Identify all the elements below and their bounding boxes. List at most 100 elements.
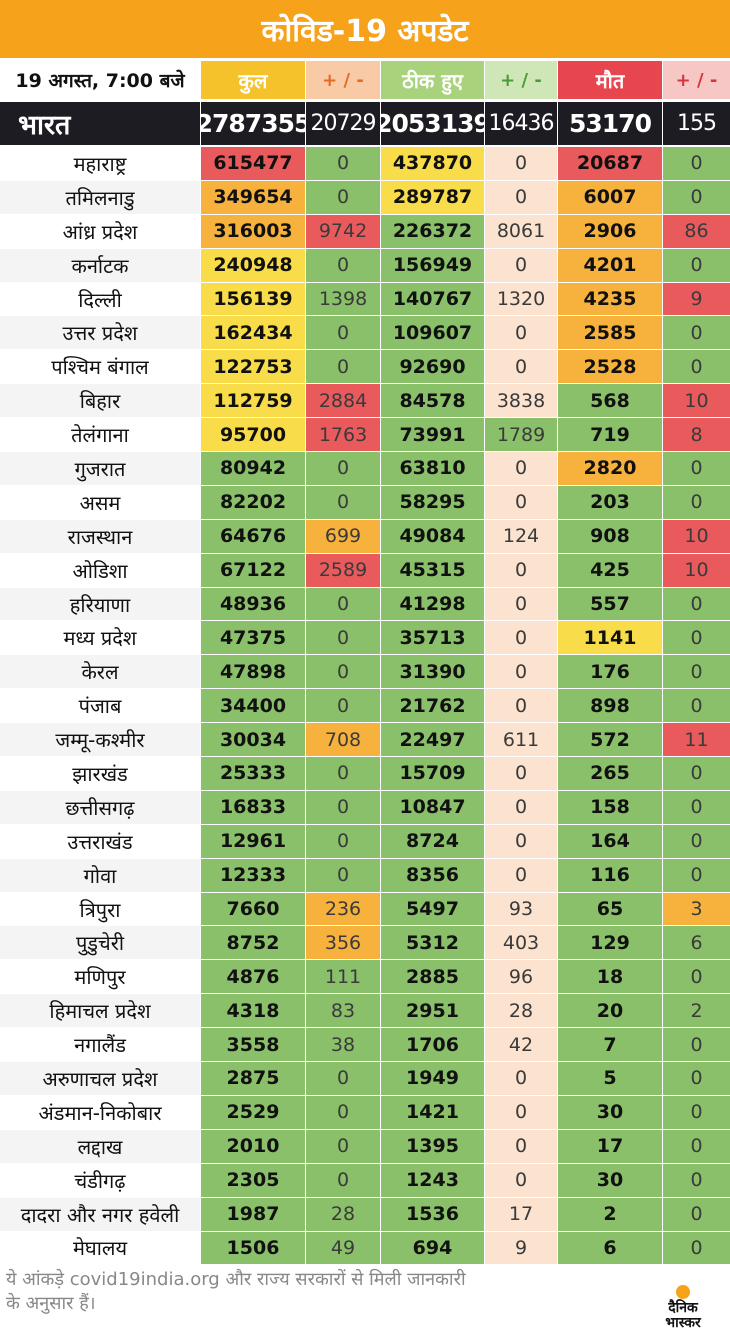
table-row: दिल्ली 156139 1398 140767 1320 4235 9 — [0, 282, 730, 317]
recovered-cases: 31390 — [381, 655, 484, 689]
total-change: 0 — [306, 1095, 380, 1129]
deaths-change: 0 — [663, 350, 730, 384]
total-cases: 349654 — [201, 180, 305, 214]
recovered-change: 0 — [485, 587, 557, 621]
total-change: 0 — [306, 1163, 380, 1197]
recovered-cases: 8724 — [381, 824, 484, 858]
recovered-cases: 49084 — [381, 519, 484, 553]
total-cases: 82202 — [201, 485, 305, 519]
state-name: नगालैंड — [0, 1028, 200, 1062]
deaths: 5 — [558, 1062, 662, 1095]
deaths-change: 0 — [663, 1062, 730, 1095]
table-header-row: 19 अगस्त, 7:00 बजे कुल + / - ठीक हुए + /… — [0, 58, 730, 100]
state-name: जम्मू-कश्मीर — [0, 723, 200, 757]
total-cases: 48936 — [201, 587, 305, 621]
deaths-change: 86 — [663, 214, 730, 248]
table-row: दादरा और नगर हवेली 1987 28 1536 17 2 0 — [0, 1197, 730, 1232]
recovered-cases: 5312 — [381, 926, 484, 960]
total-cases: 34400 — [201, 689, 305, 723]
state-name: दिल्ली — [0, 282, 200, 316]
india-recovered: 2053139 — [381, 102, 484, 145]
recovered-change: 8061 — [485, 214, 557, 248]
state-name: गुजरात — [0, 452, 200, 485]
total-change: 83 — [306, 994, 380, 1028]
recovered-change: 0 — [485, 757, 557, 790]
total-change: 0 — [306, 248, 380, 282]
total-cases: 7660 — [201, 892, 305, 926]
deaths: 425 — [558, 553, 662, 587]
total-change: 28 — [306, 1197, 380, 1231]
total-cases: 2010 — [201, 1129, 305, 1163]
total-cases: 2875 — [201, 1062, 305, 1095]
source-footnote: ये आंकड़े covid19india.org और राज्य सरका… — [6, 1269, 466, 1314]
state-name: असम — [0, 485, 200, 519]
page-title: कोविड-19 अपडेट — [0, 0, 730, 58]
deaths: 30 — [558, 1163, 662, 1197]
deaths: 2585 — [558, 316, 662, 350]
recovered-cases: 1706 — [381, 1028, 484, 1062]
recovered-change: 0 — [485, 1163, 557, 1197]
recovered-cases: 156949 — [381, 248, 484, 282]
recovered-cases: 437870 — [381, 147, 484, 180]
total-change: 49 — [306, 1231, 380, 1265]
total-change: 111 — [306, 960, 380, 994]
recovered-cases: 1395 — [381, 1129, 484, 1163]
deaths: 568 — [558, 384, 662, 418]
recovered-cases: 73991 — [381, 418, 484, 452]
header-total: कुल — [201, 61, 305, 99]
state-name: बिहार — [0, 384, 200, 418]
deaths: 176 — [558, 655, 662, 689]
table-row: उत्तराखंड 12961 0 8724 0 164 0 — [0, 824, 730, 859]
recovered-change: 28 — [485, 994, 557, 1028]
deaths-change: 0 — [663, 1129, 730, 1163]
total-cases: 64676 — [201, 519, 305, 553]
deaths-change: 10 — [663, 519, 730, 553]
deaths: 908 — [558, 519, 662, 553]
india-deaths-change: 155 — [663, 102, 730, 145]
recovered-change: 124 — [485, 519, 557, 553]
deaths-change: 6 — [663, 926, 730, 960]
recovered-cases: 35713 — [381, 621, 484, 655]
recovered-change: 0 — [485, 1095, 557, 1129]
total-cases: 112759 — [201, 384, 305, 418]
recovered-cases: 5497 — [381, 892, 484, 926]
recovered-change: 0 — [485, 316, 557, 350]
deaths: 4235 — [558, 282, 662, 316]
recovered-cases: 22497 — [381, 723, 484, 757]
deaths-change: 0 — [663, 960, 730, 994]
deaths: 116 — [558, 858, 662, 892]
total-cases: 4876 — [201, 960, 305, 994]
total-change: 2589 — [306, 553, 380, 587]
deaths-change: 0 — [663, 1028, 730, 1062]
total-change: 0 — [306, 350, 380, 384]
deaths-change: 0 — [663, 1231, 730, 1265]
total-change: 0 — [306, 790, 380, 824]
total-cases: 12333 — [201, 858, 305, 892]
deaths: 20687 — [558, 147, 662, 180]
total-change: 356 — [306, 926, 380, 960]
total-change: 38 — [306, 1028, 380, 1062]
recovered-cases: 45315 — [381, 553, 484, 587]
recovered-change: 0 — [485, 824, 557, 858]
deaths: 65 — [558, 892, 662, 926]
recovered-cases: 1421 — [381, 1095, 484, 1129]
deaths: 18 — [558, 960, 662, 994]
deaths-change: 0 — [663, 858, 730, 892]
recovered-cases: 1949 — [381, 1062, 484, 1095]
state-name: मेघालय — [0, 1231, 200, 1265]
state-name: केरल — [0, 655, 200, 689]
deaths-change: 0 — [663, 452, 730, 485]
deaths-change: 10 — [663, 384, 730, 418]
total-cases: 30034 — [201, 723, 305, 757]
deaths-change: 0 — [663, 316, 730, 350]
recovered-change: 1320 — [485, 282, 557, 316]
state-name: कर्नाटक — [0, 248, 200, 282]
total-change: 0 — [306, 1062, 380, 1095]
total-change: 1763 — [306, 418, 380, 452]
total-change: 0 — [306, 147, 380, 180]
deaths: 265 — [558, 757, 662, 790]
table-row: आंध्र प्रदेश 316003 9742 226372 8061 2906 86 — [0, 214, 730, 249]
total-cases: 95700 — [201, 418, 305, 452]
deaths: 4201 — [558, 248, 662, 282]
deaths-change: 0 — [663, 824, 730, 858]
